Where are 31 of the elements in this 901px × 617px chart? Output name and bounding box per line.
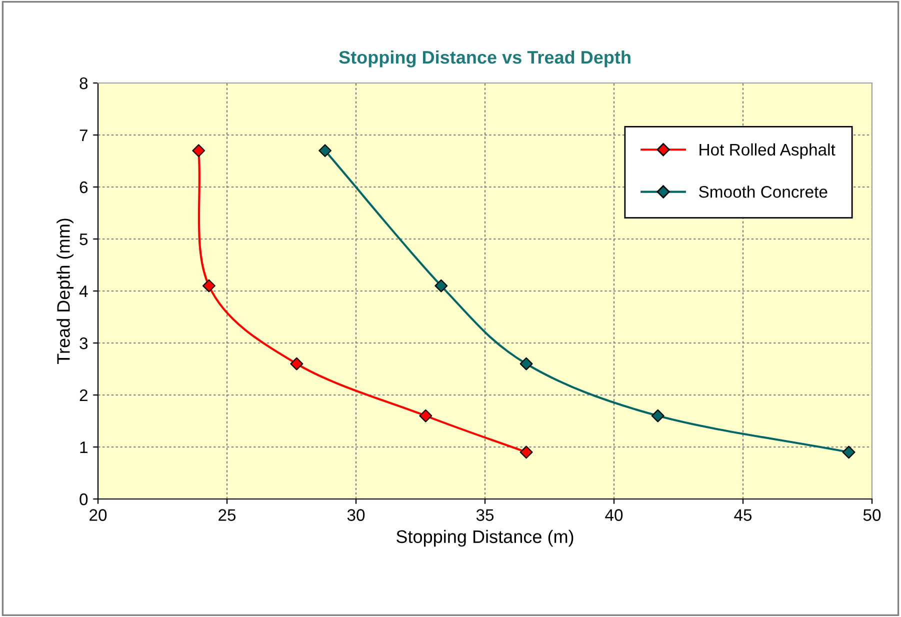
point — [290, 357, 304, 370]
x-tick-label: 40 — [605, 509, 623, 521]
x-tick-label: 50 — [863, 509, 881, 521]
y-tick-label: 1 — [80, 442, 88, 454]
y-tick-label: 0 — [80, 493, 88, 506]
point — [520, 357, 533, 370]
x-tick-label: 25 — [218, 509, 236, 521]
x-tick-label: 30 — [347, 509, 365, 521]
point — [842, 446, 856, 459]
y-tick-label: 8 — [80, 77, 88, 90]
y-tick-label: 5 — [80, 234, 88, 246]
point — [202, 279, 216, 292]
point — [434, 279, 448, 292]
y-tick-label: 4 — [79, 286, 88, 298]
x-tick-label: 20 — [90, 509, 107, 521]
y-tick-label: 3 — [80, 337, 88, 350]
x-tick-label: 45 — [734, 509, 752, 521]
legend-label: Smooth Concrete — [699, 186, 828, 198]
chart-title: Stopping Distance vs Tread Depth — [339, 50, 630, 68]
point — [520, 446, 533, 459]
point — [318, 144, 332, 158]
legend-label: Hot Rolled Asphalt — [700, 143, 836, 159]
y-tick-label: 6 — [80, 181, 88, 194]
x-axis-title: Stopping Distance (m) — [396, 530, 574, 547]
point — [419, 409, 432, 422]
point — [192, 144, 206, 158]
x-tick-label: 35 — [476, 509, 494, 521]
point — [651, 409, 664, 422]
y-axis-title: Tread Depth (mm) — [56, 218, 74, 364]
y-tick-label: 7 — [80, 130, 88, 142]
y-tick-label: 2 — [80, 389, 88, 402]
